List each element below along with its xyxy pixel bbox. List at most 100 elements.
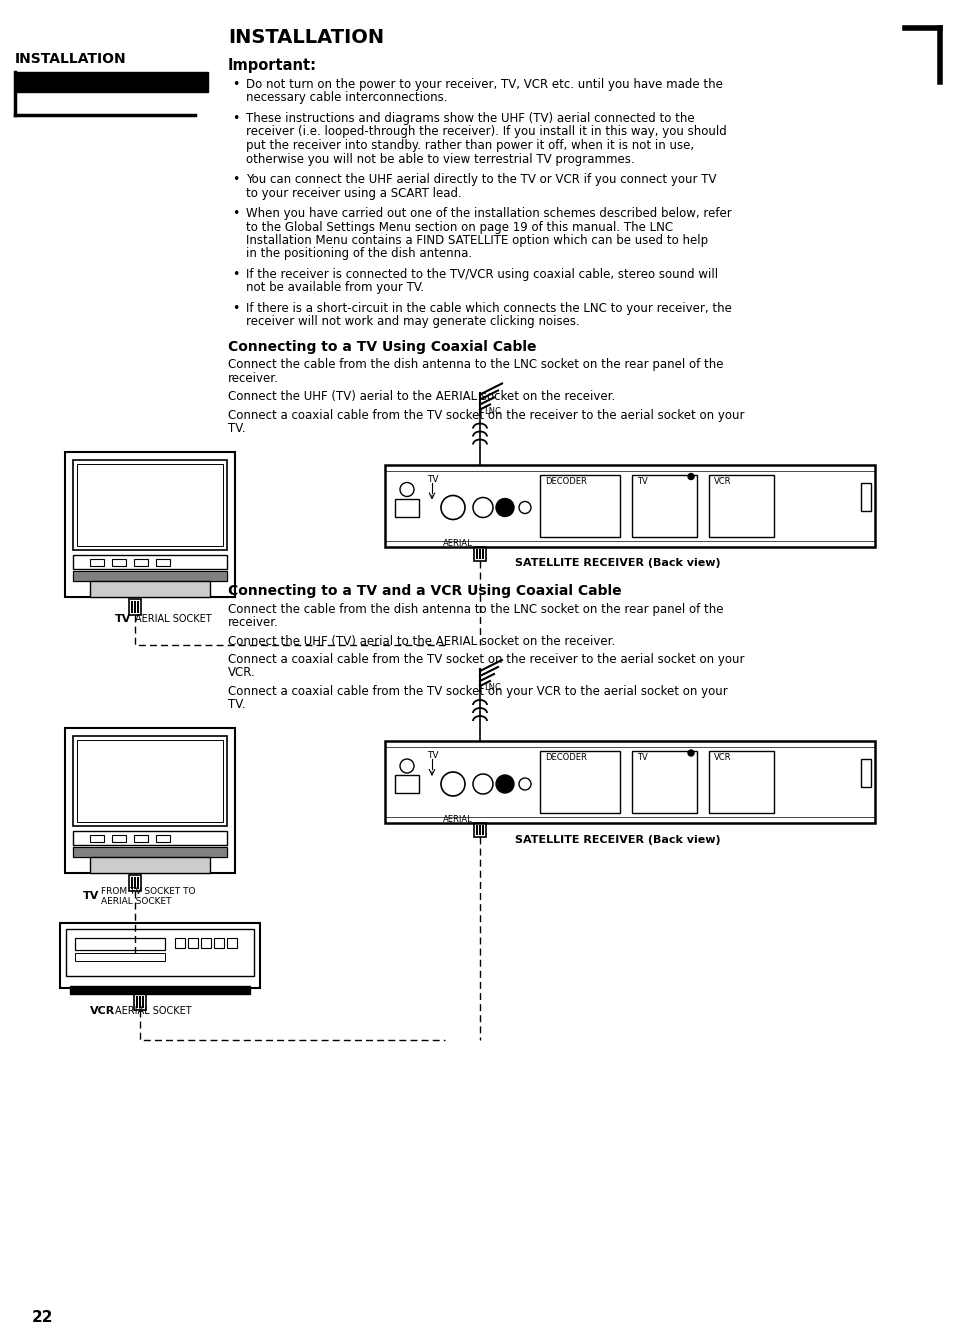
Bar [539,751,619,813]
Text: TV.: TV. [228,422,245,435]
Bar [137,877,139,889]
Bar [481,825,483,836]
Bar [133,600,136,612]
Bar [73,832,227,845]
Text: FROM TV SOCKET TO: FROM TV SOCKET TO [101,886,195,896]
Text: TV: TV [427,475,438,484]
Text: AERIAL SOCKET: AERIAL SOCKET [101,897,172,906]
Text: TV: TV [83,890,99,901]
Bar [631,475,697,536]
Text: DECODER: DECODER [544,753,586,762]
Text: to your receiver using a SCART lead.: to your receiver using a SCART lead. [246,186,461,199]
Text: Important:: Important: [228,57,316,74]
Text: If the receiver is connected to the TV/VCR using coaxial cable, stereo sound wil: If the receiver is connected to the TV/V… [246,267,718,281]
Bar [156,559,170,566]
Bar [385,741,874,824]
Text: Connect a coaxial cable from the TV socket on the receiver to the aerial socket : Connect a coaxial cable from the TV sock… [228,409,743,421]
Text: AERIAL: AERIAL [442,816,473,824]
Text: When you have carried out one of the installation schemes described below, refer: When you have carried out one of the ins… [246,207,731,221]
Bar [129,599,141,615]
Bar [142,996,144,1008]
Text: •: • [232,267,239,281]
Bar [708,475,773,536]
Bar [66,929,253,976]
Circle shape [496,775,514,793]
Text: LNC: LNC [483,406,500,416]
Bar [474,547,485,560]
Bar [90,559,104,566]
Text: DECODER: DECODER [544,476,586,485]
Bar [478,548,480,559]
Bar [73,848,227,857]
Text: If there is a short-circuit in the cable which connects the LNC to your receiver: If there is a short-circuit in the cable… [246,302,731,316]
Bar [476,825,477,836]
Bar [70,985,250,993]
Bar [861,759,870,787]
Bar [156,836,170,842]
Text: Connect the UHF (TV) aerial to the AERIAL socket on the receiver.: Connect the UHF (TV) aerial to the AERIA… [228,635,615,647]
Bar [137,600,139,612]
Text: TV: TV [637,753,647,762]
Text: receiver will not work and may generate clicking noises.: receiver will not work and may generate … [246,316,579,329]
Text: LNC: LNC [483,683,500,693]
Bar [133,877,136,889]
Bar [65,452,234,596]
Bar [75,953,165,961]
Text: in the positioning of the dish antenna.: in the positioning of the dish antenna. [246,247,472,261]
Bar [131,877,132,889]
Bar [73,571,227,580]
Bar [188,939,198,948]
Text: •: • [232,78,239,91]
Text: •: • [232,207,239,221]
Text: Connect the UHF (TV) aerial to the AERIAL socket on the receiver.: Connect the UHF (TV) aerial to the AERIA… [228,390,615,402]
Bar [77,464,223,545]
Bar [75,939,165,951]
Text: INSTALLATION: INSTALLATION [15,52,127,66]
Text: Connect a coaxial cable from the TV socket on the receiver to the aerial socket : Connect a coaxial cable from the TV sock… [228,652,743,666]
Bar [90,857,210,873]
Text: Connect the cable from the dish antenna to the LNC socket on the rear panel of t: Connect the cable from the dish antenna … [228,358,722,370]
Text: INSTALLATION: INSTALLATION [228,28,384,47]
Text: AERIAL: AERIAL [442,539,473,547]
Text: TV.: TV. [228,698,245,711]
Text: These instructions and diagrams show the UHF (TV) aerial connected to the: These instructions and diagrams show the… [246,112,694,124]
Bar [227,939,236,948]
Bar [129,874,141,890]
Bar [133,836,148,842]
Text: TV: TV [427,751,438,759]
Bar [73,848,227,857]
Text: AERIAL SOCKET: AERIAL SOCKET [135,615,212,624]
Text: receiver (i.e. looped-through the receiver). If you install it in this way, you : receiver (i.e. looped-through the receiv… [246,126,726,139]
Text: Installation Menu contains a FIND SATELLITE option which can be used to help: Installation Menu contains a FIND SATELL… [246,234,707,247]
Text: Connect the cable from the dish antenna to the LNC socket on the rear panel of t: Connect the cable from the dish antenna … [228,603,722,615]
Text: receiver.: receiver. [228,616,278,628]
Text: not be available from your TV.: not be available from your TV. [246,282,424,294]
Bar [539,475,619,536]
Bar [131,600,132,612]
Bar [15,72,208,92]
Text: Connecting to a TV and a VCR Using Coaxial Cable: Connecting to a TV and a VCR Using Coaxi… [228,584,621,599]
Bar [112,559,126,566]
Bar [395,775,418,793]
Text: •: • [232,302,239,316]
Text: VCR: VCR [90,1005,115,1016]
Text: put the receiver into standby. rather than power it off, when it is not in use,: put the receiver into standby. rather th… [246,139,694,152]
Bar [395,499,418,516]
Text: to the Global Settings Menu section on page 19 of this manual. The LNC: to the Global Settings Menu section on p… [246,221,673,234]
Bar [73,460,227,550]
Bar [631,751,697,813]
Text: You can connect the UHF aerial directly to the TV or VCR if you connect your TV: You can connect the UHF aerial directly … [246,172,716,186]
Text: SATELLITE RECEIVER (Back view): SATELLITE RECEIVER (Back view) [515,559,720,568]
Bar [90,836,104,842]
Bar [73,571,227,580]
Bar [213,939,224,948]
Bar [60,923,260,988]
Circle shape [687,473,693,480]
Text: Connect a coaxial cable from the TV socket on your VCR to the aerial socket on y: Connect a coaxial cable from the TV sock… [228,685,727,698]
Bar [133,993,146,1009]
Text: AERIAL SOCKET: AERIAL SOCKET [115,1005,192,1016]
Bar [708,751,773,813]
Text: TV: TV [115,615,132,624]
Bar [133,559,148,566]
Text: 22: 22 [32,1310,53,1325]
